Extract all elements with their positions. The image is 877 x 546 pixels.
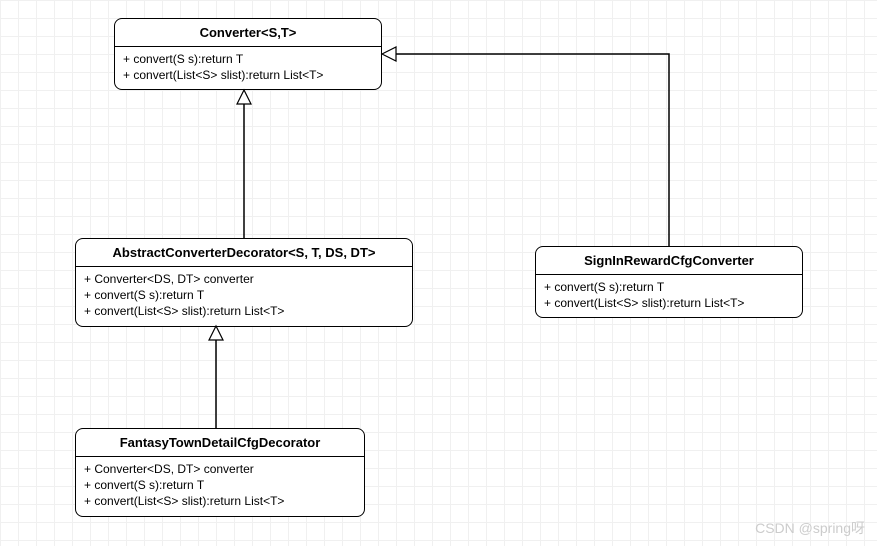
member: + convert(List<S> slist):return List<T> — [544, 295, 794, 311]
member: + convert(List<S> slist):return List<T> — [84, 493, 356, 509]
member: + convert(S s):return T — [544, 279, 794, 295]
member: + convert(S s):return T — [123, 51, 373, 67]
member: + convert(S s):return T — [84, 477, 356, 493]
class-title: SignInRewardCfgConverter — [536, 247, 802, 275]
class-title: FantasyTownDetailCfgDecorator — [76, 429, 364, 457]
member: + convert(List<S> slist):return List<T> — [84, 303, 404, 319]
member: + convert(List<S> slist):return List<T> — [123, 67, 373, 83]
class-abstract-decorator: AbstractConverterDecorator<S, T, DS, DT>… — [75, 238, 413, 327]
member: + convert(S s):return T — [84, 287, 404, 303]
watermark: CSDN @spring呀 — [755, 518, 865, 538]
class-members: + convert(S s):return T + convert(List<S… — [536, 275, 802, 317]
class-title: AbstractConverterDecorator<S, T, DS, DT> — [76, 239, 412, 267]
class-title: Converter<S,T> — [115, 19, 381, 47]
member: + Converter<DS, DT> converter — [84, 461, 356, 477]
class-members: + convert(S s):return T + convert(List<S… — [115, 47, 381, 89]
class-members: + Converter<DS, DT> converter + convert(… — [76, 267, 412, 326]
class-signin-converter: SignInRewardCfgConverter + convert(S s):… — [535, 246, 803, 318]
class-members: + Converter<DS, DT> converter + convert(… — [76, 457, 364, 516]
class-fantasy-decorator: FantasyTownDetailCfgDecorator + Converte… — [75, 428, 365, 517]
member: + Converter<DS, DT> converter — [84, 271, 404, 287]
class-converter: Converter<S,T> + convert(S s):return T +… — [114, 18, 382, 90]
